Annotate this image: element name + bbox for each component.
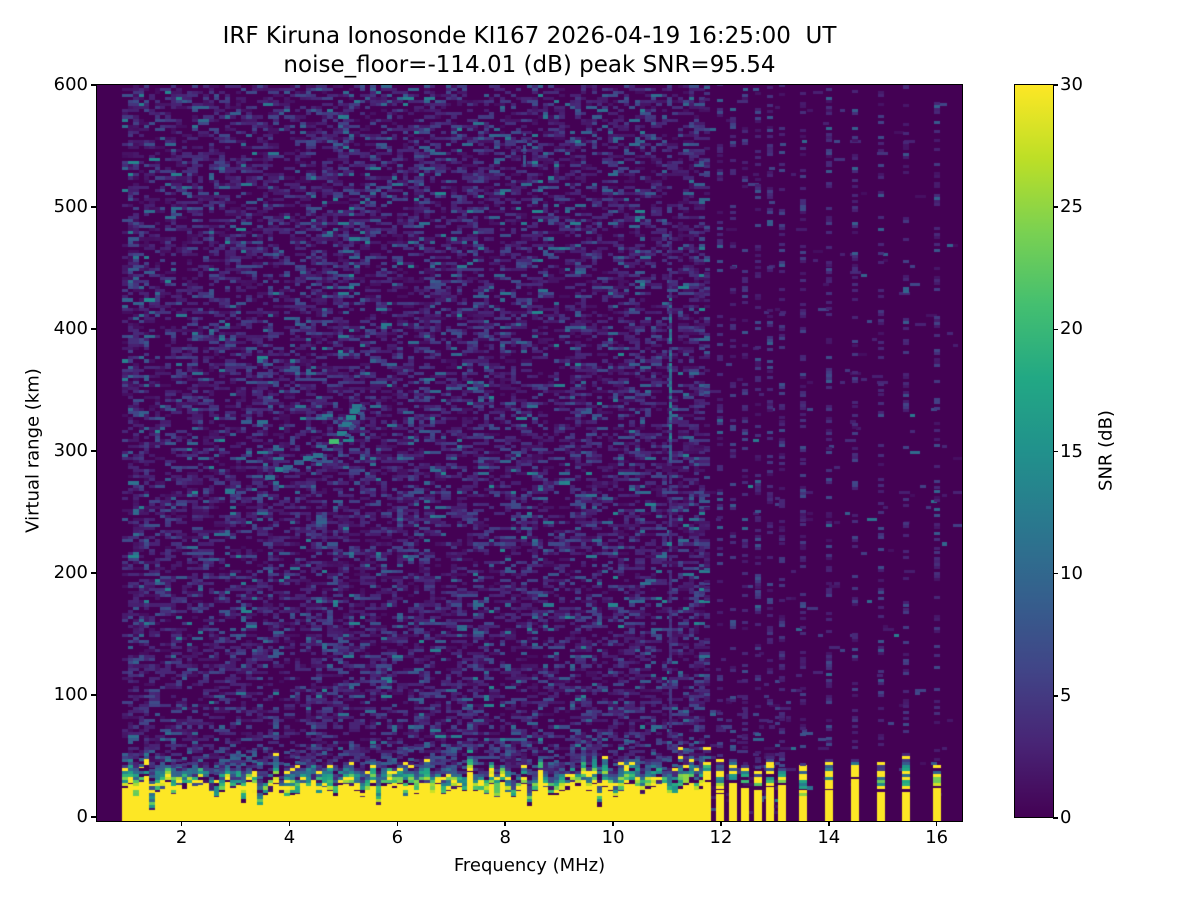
colorbar-tick-label: 20	[1060, 318, 1083, 340]
x-tick-mark	[935, 821, 938, 826]
colorbar-tick-mark	[1053, 450, 1058, 453]
x-tick-label: 8	[499, 827, 511, 848]
y-tick-label: 600	[53, 74, 88, 95]
colorbar-tick-mark	[1053, 817, 1058, 819]
y-tick-mark	[91, 450, 96, 452]
y-tick-mark	[91, 572, 96, 574]
colorbar-tick-label: 25	[1060, 196, 1083, 218]
y-tick-mark	[91, 84, 96, 86]
colorbar-tick-mark	[1053, 84, 1058, 86]
colorbar-tick-label: 5	[1060, 684, 1072, 706]
x-tick-mark	[828, 821, 830, 826]
x-tick-mark	[180, 821, 183, 826]
x-tick-label: 12	[709, 827, 733, 848]
colorbar-tick-mark	[1053, 328, 1058, 331]
x-tick-mark	[504, 821, 506, 826]
y-tick-label: 400	[53, 317, 88, 339]
colorbar-label: SNR (dB)	[1095, 410, 1117, 491]
x-tick-mark	[720, 821, 722, 826]
x-tick-label: 14	[817, 827, 841, 848]
y-tick-label: 0	[76, 805, 88, 827]
ionogram-heatmap	[97, 85, 962, 821]
y-tick-mark	[91, 816, 96, 818]
y-tick-label: 500	[53, 195, 88, 217]
y-tick-mark	[91, 694, 96, 696]
x-tick-label: 6	[391, 827, 404, 848]
colorbar-tick-label: 0	[1060, 807, 1072, 828]
y-tick-label: 100	[53, 683, 88, 705]
x-tick-label: 2	[175, 827, 188, 848]
colorbar-tick-mark	[1053, 695, 1058, 697]
y-tick-mark	[91, 206, 96, 208]
colorbar-tick-mark	[1053, 572, 1058, 575]
y-tick-mark	[91, 328, 96, 330]
x-axis-label: Frequency (MHz)	[453, 855, 606, 876]
colorbar-tick-label: 15	[1060, 440, 1083, 462]
y-tick-label: 200	[53, 561, 88, 583]
x-tick-label: 16	[925, 827, 949, 848]
x-tick-label: 4	[283, 827, 296, 848]
colorbar-gradient	[1015, 85, 1053, 818]
colorbar-tick-label: 30	[1060, 74, 1083, 95]
plot-subtitle: noise_floor=-114.01 (dB) peak SNR=95.54	[283, 52, 776, 78]
x-tick-mark	[612, 821, 614, 826]
plot-title: IRF Kiruna Ionosonde KI167 2026-04-19 16…	[222, 23, 837, 49]
x-tick-mark	[396, 821, 399, 826]
y-tick-label: 300	[53, 439, 88, 461]
x-tick-mark	[288, 821, 291, 826]
x-tick-label: 10	[601, 827, 625, 848]
colorbar-tick-mark	[1053, 206, 1058, 208]
colorbar-tick-label: 10	[1060, 562, 1083, 584]
